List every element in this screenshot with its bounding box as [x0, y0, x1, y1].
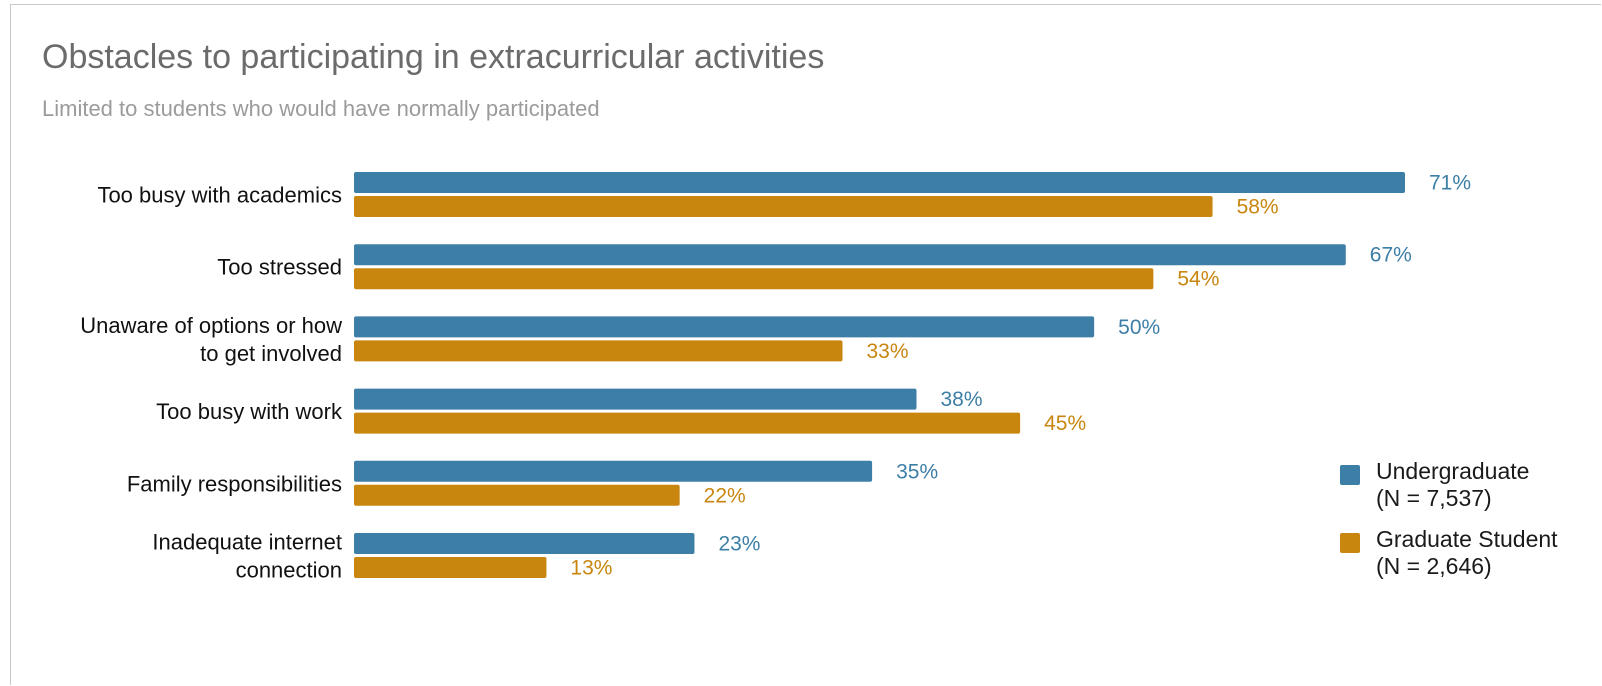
data-label: 71% [1429, 172, 1471, 195]
bar-undergraduate [354, 316, 1095, 338]
data-label: 23% [718, 533, 760, 556]
data-label: 35% [896, 460, 938, 483]
data-label: 50% [1118, 316, 1160, 339]
chart-frame [10, 4, 1601, 685]
data-label: 33% [866, 340, 908, 363]
category-label: Too busy with work [156, 399, 343, 424]
category-label: Unaware of options or how [80, 313, 342, 338]
bar-graduate [354, 557, 547, 578]
bar-graduate [354, 412, 1021, 434]
bar-graduate [354, 268, 1154, 290]
legend-line: Undergraduate [1376, 458, 1530, 484]
legend: Undergraduate (N = 7,537) Graduate Stude… [1340, 458, 1558, 594]
legend-item-undergraduate: Undergraduate (N = 7,537) [1340, 458, 1558, 512]
data-label: 58% [1237, 196, 1279, 219]
legend-label-graduate: Graduate Student (N = 2,646) [1376, 526, 1558, 580]
bar-undergraduate [354, 172, 1405, 193]
data-label: 45% [1044, 412, 1086, 435]
category-label: to get involved [200, 341, 342, 366]
legend-line: (N = 2,646) [1376, 553, 1492, 579]
bar-undergraduate [354, 533, 695, 554]
legend-label-undergraduate: Undergraduate (N = 7,537) [1376, 458, 1529, 512]
category-label: connection [236, 558, 342, 583]
bar-undergraduate [354, 388, 917, 410]
bar-undergraduate [354, 244, 1346, 266]
bar-undergraduate [354, 460, 873, 482]
data-label: 38% [941, 388, 983, 411]
legend-swatch-graduate [1340, 533, 1360, 553]
chart-subtitle: Limited to students who would have norma… [42, 96, 600, 121]
chart-title: Obstacles to participating in extracurri… [42, 38, 825, 76]
data-label: 13% [570, 557, 612, 580]
category-label: Inadequate internet [152, 530, 342, 555]
legend-line: (N = 7,537) [1376, 485, 1492, 511]
category-label: Family responsibilities [127, 471, 342, 496]
category-label: Too stressed [217, 255, 342, 280]
bar-graduate [354, 196, 1213, 217]
bar-graduate [354, 484, 680, 506]
data-label: 67% [1370, 244, 1412, 267]
category-label: Too busy with academics [97, 183, 342, 208]
legend-item-graduate: Graduate Student (N = 2,646) [1340, 526, 1558, 580]
legend-line: Graduate Student [1376, 526, 1558, 552]
data-label: 22% [704, 484, 746, 507]
bar-graduate [354, 340, 843, 362]
data-label: 54% [1177, 268, 1219, 291]
legend-swatch-undergraduate [1340, 465, 1360, 485]
